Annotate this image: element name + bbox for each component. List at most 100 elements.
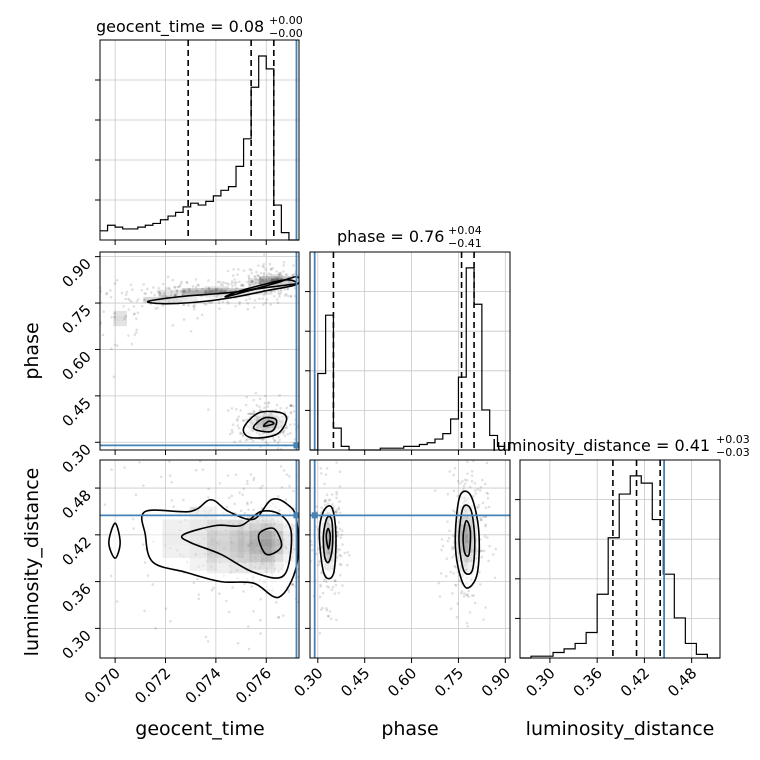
- scatter-point: [105, 291, 109, 295]
- scatter-point: [300, 296, 303, 299]
- scatter-point: [284, 498, 288, 501]
- scatter-point: [304, 273, 307, 276]
- scatter-point: [237, 426, 241, 430]
- scatter-point: [256, 274, 260, 277]
- scatter-point: [267, 401, 271, 404]
- scatter-point: [110, 347, 113, 351]
- scatter-point: [466, 460, 469, 464]
- scatter-point: [169, 293, 173, 296]
- scatter-point: [89, 298, 92, 301]
- scatter-point: [227, 610, 231, 614]
- scatter-point: [100, 321, 103, 324]
- scatter-point: [196, 316, 199, 320]
- scatter-point: [319, 583, 322, 587]
- scatter-point: [264, 301, 267, 305]
- scatter-point: [286, 287, 290, 291]
- scatter-point: [259, 597, 262, 601]
- contour-level-2: [180, 509, 293, 579]
- scatter-point: [458, 482, 462, 485]
- scatter-point: [78, 344, 81, 347]
- scatter-point: [93, 306, 96, 309]
- scatter-point: [85, 324, 88, 327]
- scatter-point: [57, 284, 60, 287]
- scatter-point: [253, 299, 257, 302]
- scatter-point: [292, 264, 295, 267]
- scatter-point: [276, 301, 280, 305]
- scatter-point: [182, 290, 186, 294]
- scatter-point: [214, 287, 217, 291]
- scatter-point: [301, 285, 304, 288]
- scatter-point: [285, 273, 289, 277]
- density-cell: [161, 294, 180, 297]
- scatter-point: [194, 468, 198, 472]
- scatter-point: [207, 279, 210, 282]
- density-cell: [143, 296, 162, 299]
- contour-level-2: [224, 279, 298, 298]
- scatter-point: [134, 317, 138, 320]
- scatter-point: [337, 301, 340, 304]
- scatter-point: [146, 574, 150, 577]
- scatter-point: [279, 289, 283, 293]
- scatter-point: [129, 283, 133, 287]
- scatter-point: [481, 478, 484, 482]
- scatter-point: [226, 409, 230, 412]
- scatter-point: [169, 619, 172, 623]
- scatter-point: [269, 303, 272, 306]
- scatter-point: [234, 473, 238, 476]
- density-cell: [227, 289, 250, 292]
- scatter-point: [131, 288, 134, 291]
- scatter-point: [251, 439, 255, 443]
- panel-frame: [519, 459, 721, 659]
- tick-labels: 0.070 0.072 0.074 0.076 0.30 0.45 0.60 0.75 0.90…: [58, 255, 700, 707]
- scatter-point: [324, 499, 327, 502]
- scatter-point: [470, 480, 474, 483]
- scatter-point: [468, 485, 472, 489]
- scatter-point: [115, 600, 119, 603]
- scatter-point: [289, 294, 293, 298]
- scatter-point: [337, 507, 341, 511]
- scatter-point: [115, 278, 119, 282]
- x-tick-label: 0.60: [384, 664, 420, 700]
- scatter-point: [452, 571, 455, 575]
- scatter-point: [110, 315, 113, 319]
- ylabel-luminosity-distance: luminosity_distance: [21, 468, 43, 657]
- scatter-point: [226, 286, 230, 289]
- scatter-point: [301, 262, 304, 265]
- scatter-point: [451, 546, 454, 549]
- scatter-point: [254, 282, 257, 285]
- scatter-point: [216, 287, 220, 291]
- scatter-point: [239, 432, 243, 435]
- scatter-point: [274, 276, 278, 279]
- scatter-point: [100, 301, 103, 304]
- scatter-point: [305, 282, 308, 285]
- scatter-point: [269, 268, 273, 271]
- scatter-point: [116, 344, 119, 347]
- scatter-point: [468, 440, 471, 443]
- scatter-point: [359, 586, 362, 589]
- scatter-point: [226, 300, 229, 304]
- scatter-point: [310, 488, 313, 491]
- scatter-point: [335, 510, 338, 514]
- scatter-point: [467, 595, 470, 599]
- scatter-point: [131, 517, 135, 521]
- scatter-point: [183, 289, 187, 293]
- scatter-point: [279, 447, 283, 450]
- scatter-point: [331, 585, 335, 589]
- scatter-point: [235, 407, 238, 411]
- scatter-point: [233, 283, 237, 287]
- scatter-point: [101, 333, 105, 337]
- scatter-point: [303, 282, 306, 285]
- scatter-point: [315, 552, 318, 556]
- scatter-point: [179, 282, 183, 286]
- scatter-point: [93, 540, 96, 543]
- scatter-point: [305, 575, 308, 578]
- scatter-point: [255, 270, 258, 274]
- density-cell: [113, 315, 127, 322]
- title-phase-minus: −0.41: [448, 237, 482, 250]
- scatter-point: [477, 506, 480, 509]
- scatter-point: [225, 505, 229, 509]
- scatter-point: [258, 408, 262, 412]
- scatter-point: [359, 590, 362, 593]
- scatter-point: [182, 303, 186, 307]
- scatter-point: [286, 287, 289, 291]
